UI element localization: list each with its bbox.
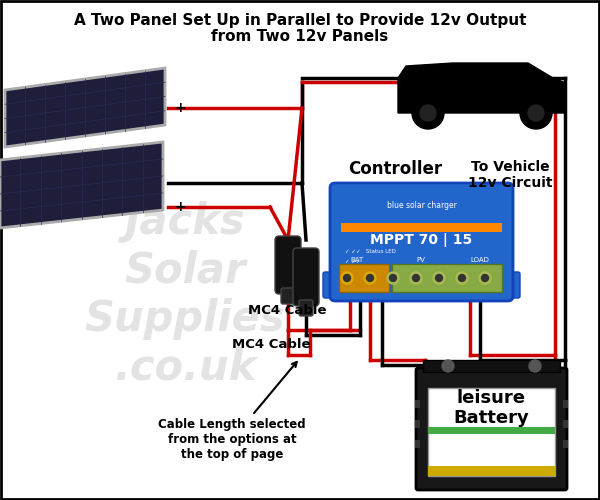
Bar: [415, 400, 420, 408]
Circle shape: [413, 274, 419, 281]
Circle shape: [367, 274, 373, 281]
Circle shape: [341, 272, 353, 284]
Text: Cable Length selected
from the options at
the top of page: Cable Length selected from the options a…: [158, 362, 306, 461]
Text: LOAD: LOAD: [470, 257, 490, 263]
FancyBboxPatch shape: [416, 368, 567, 490]
FancyBboxPatch shape: [293, 248, 319, 306]
Bar: [392, 264, 502, 292]
Bar: [428, 388, 555, 476]
Bar: [563, 420, 568, 428]
Text: MC4 Cable: MC4 Cable: [248, 304, 326, 316]
Circle shape: [436, 274, 443, 281]
Circle shape: [412, 97, 444, 129]
Circle shape: [520, 97, 552, 129]
Bar: [563, 400, 568, 408]
Circle shape: [482, 274, 488, 281]
Circle shape: [420, 105, 436, 121]
Bar: [415, 440, 420, 448]
FancyBboxPatch shape: [323, 272, 339, 298]
Text: PV: PV: [416, 257, 425, 263]
Text: Jacks
Solar
Supplies
.co.uk: Jacks Solar Supplies .co.uk: [85, 201, 286, 389]
Circle shape: [343, 274, 350, 281]
Circle shape: [458, 274, 466, 281]
Circle shape: [433, 272, 445, 284]
Text: -: -: [174, 176, 180, 190]
Text: MPPT 70 | 15: MPPT 70 | 15: [370, 233, 473, 247]
Polygon shape: [5, 68, 165, 147]
Circle shape: [442, 360, 454, 372]
Text: MC4 Cable: MC4 Cable: [232, 338, 311, 351]
Circle shape: [410, 272, 422, 284]
Circle shape: [479, 272, 491, 284]
FancyBboxPatch shape: [504, 272, 520, 298]
Polygon shape: [398, 63, 566, 113]
Bar: [415, 420, 420, 428]
Polygon shape: [0, 142, 163, 228]
Bar: [563, 440, 568, 448]
Circle shape: [387, 272, 399, 284]
Circle shape: [528, 105, 544, 121]
Text: Controller: Controller: [348, 160, 442, 178]
FancyBboxPatch shape: [330, 183, 513, 301]
Circle shape: [456, 272, 468, 284]
FancyBboxPatch shape: [275, 236, 301, 294]
FancyBboxPatch shape: [299, 300, 313, 316]
Bar: [423, 360, 560, 372]
Bar: [428, 427, 555, 434]
Text: blue solar charger: blue solar charger: [386, 202, 457, 210]
Circle shape: [389, 274, 397, 281]
Text: +: +: [174, 200, 185, 214]
Bar: [428, 466, 555, 476]
Text: ✓ ✓✓: ✓ ✓✓: [345, 259, 361, 264]
Text: +: +: [174, 101, 185, 115]
Bar: [339, 264, 389, 292]
Circle shape: [364, 272, 376, 284]
Circle shape: [529, 360, 541, 372]
Bar: [341, 223, 502, 232]
FancyBboxPatch shape: [281, 288, 295, 304]
Text: A Two Panel Set Up in Parallel to Provide 12v Output: A Two Panel Set Up in Parallel to Provid…: [74, 13, 526, 28]
Text: To Vehicle
12v Circuit: To Vehicle 12v Circuit: [468, 160, 552, 190]
Text: ✓ ✓✓   Status LED: ✓ ✓✓ Status LED: [345, 249, 396, 254]
Text: leisure
Battery: leisure Battery: [454, 388, 529, 428]
Text: from Two 12v Panels: from Two 12v Panels: [211, 29, 389, 44]
Text: BAT: BAT: [350, 257, 364, 263]
